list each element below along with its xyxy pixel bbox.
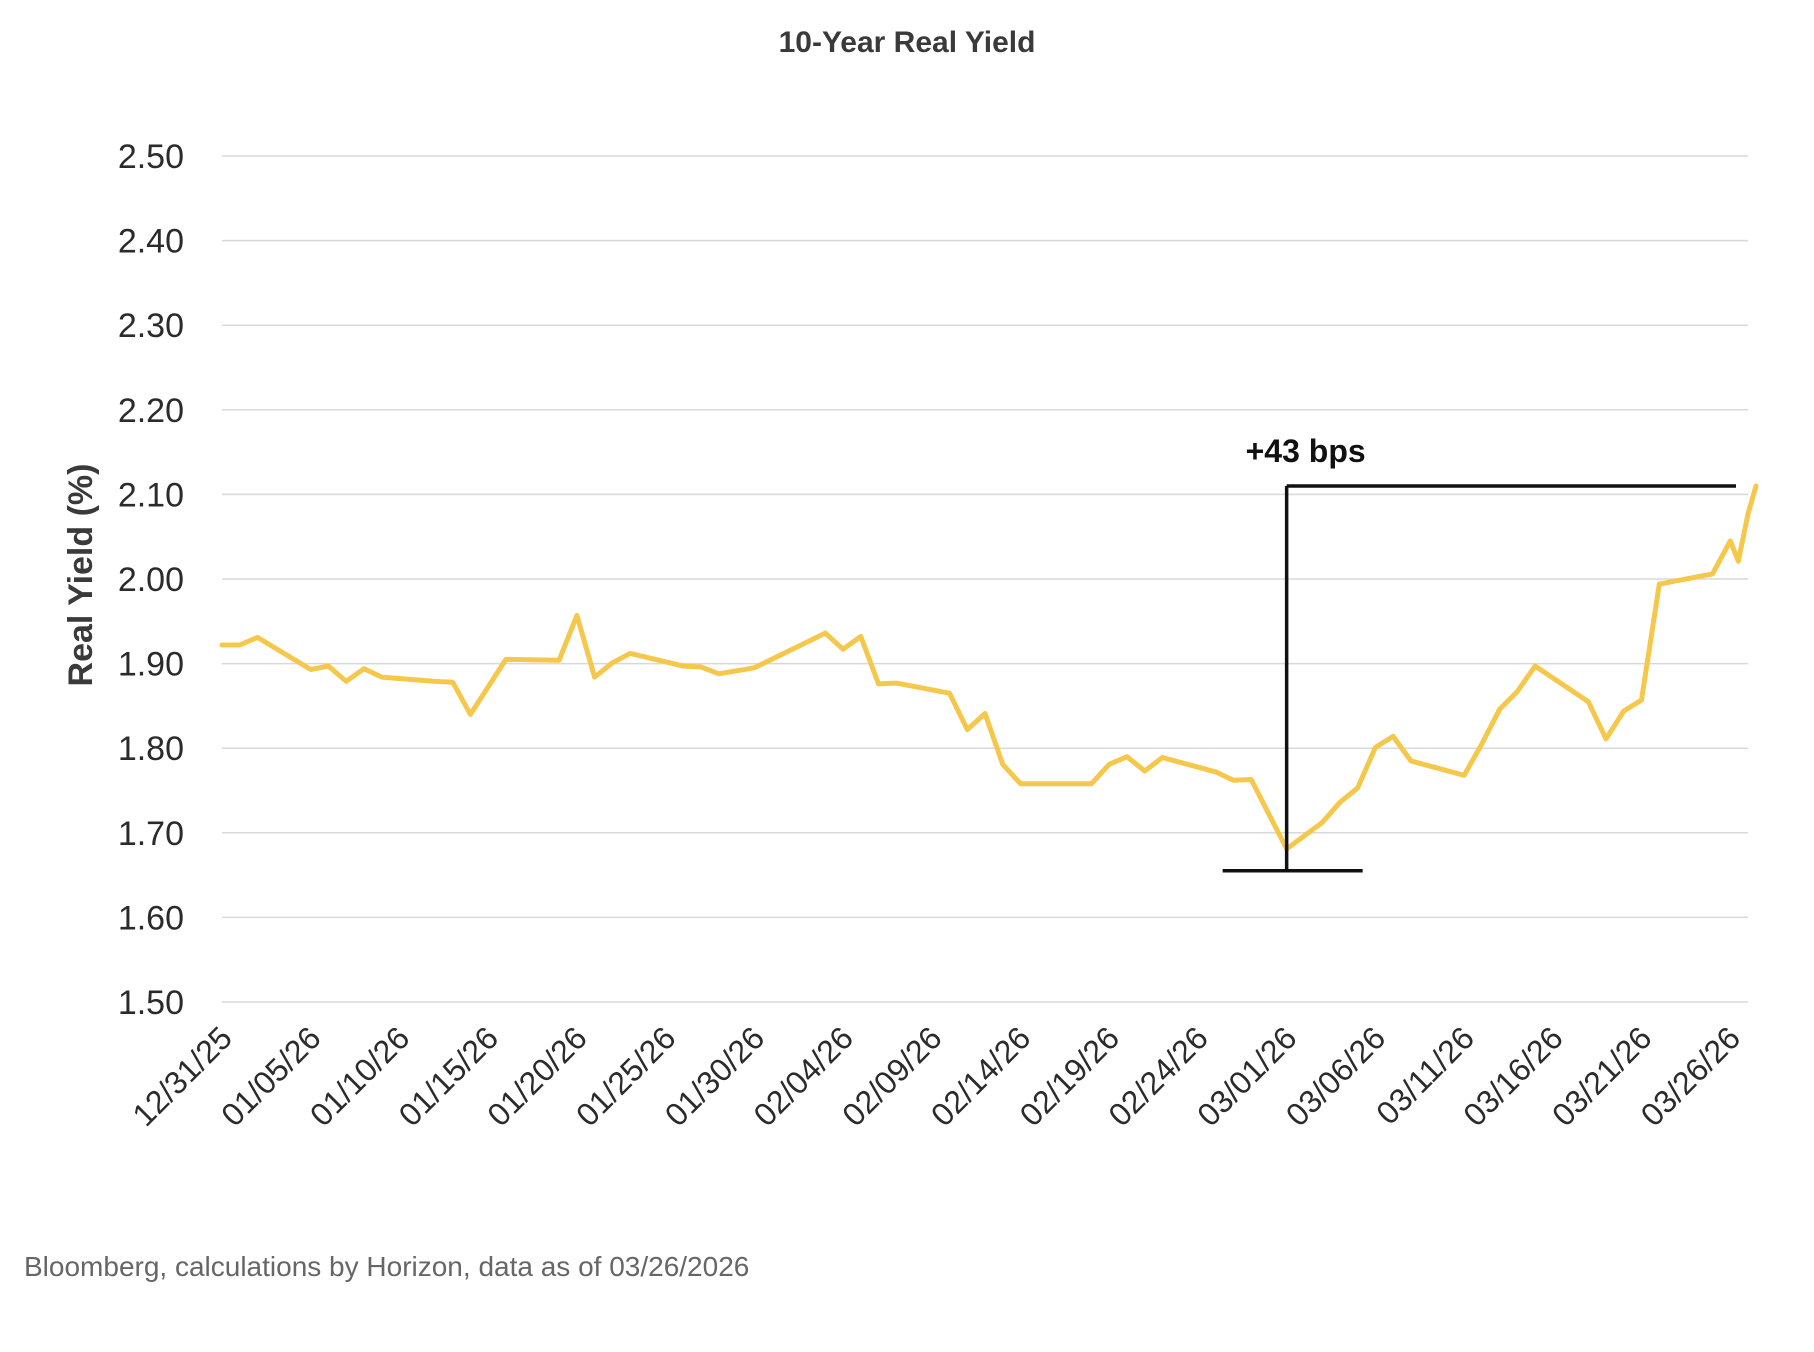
y-tick-label: 1.70 — [118, 815, 184, 853]
y-tick-label: 2.40 — [118, 223, 184, 261]
y-tick-label: 2.20 — [118, 392, 184, 430]
grid-lines — [222, 155, 1748, 1003]
y-tick-label: 2.00 — [118, 561, 184, 599]
chart-title: 10-Year Real Yield — [779, 26, 1036, 59]
y-tick-label: 2.50 — [118, 138, 184, 176]
y-tick-label: 2.30 — [118, 307, 184, 345]
y-axis-label: Real Yield (%) — [62, 464, 100, 687]
source-note: Bloomberg, calculations by Horizon, data… — [24, 1251, 749, 1282]
annotation-label: +43 bps — [1246, 433, 1366, 469]
y-tick-label: 1.80 — [118, 730, 184, 768]
y-tick-label: 1.90 — [118, 646, 184, 684]
series-layer — [219, 483, 1759, 852]
series-line — [219, 483, 1759, 852]
y-axis-ticks: 1.50 1.60 1.70 1.80 1.90 2.00 2.10 2.20 2.30 2.40… — [118, 138, 184, 1022]
y-tick-label: 1.50 — [118, 984, 184, 1022]
annotation-bracket: +43 bps — [1222, 433, 1736, 873]
x-axis-ticks: 12/31/2501/05/2601/10/2601/15/2601/20/26… — [125, 1019, 1747, 1133]
x-tick-label: 03/06/26 — [1279, 1019, 1393, 1133]
x-tick-label: 03/26/26 — [1634, 1019, 1748, 1133]
y-tick-label: 1.60 — [118, 899, 184, 937]
y-tick-label: 2.10 — [118, 476, 184, 514]
